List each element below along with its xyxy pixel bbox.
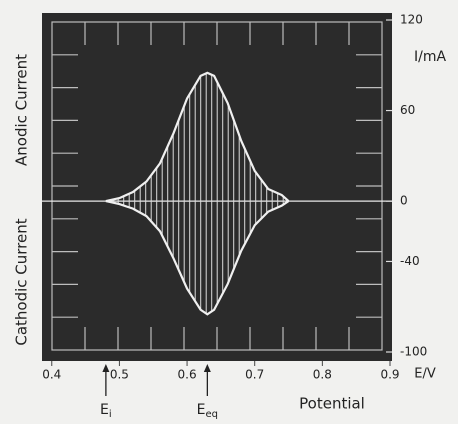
y-tick-label: 0 (400, 194, 408, 208)
curve (105, 71, 290, 203)
arrow-head (203, 364, 211, 372)
y-tick-label: 60 (400, 103, 415, 117)
graticule (51, 21, 383, 351)
hatch-fill (105, 72, 289, 315)
y-tick-label: -40 (400, 254, 420, 268)
annotation: Ei (100, 402, 112, 420)
cathodic-label: Cathodic Current (13, 218, 31, 345)
annotation-subscript: i (109, 409, 112, 420)
x-tick-label: 0.5 (110, 368, 129, 382)
y-tick-label: -100 (400, 345, 427, 359)
y-axis-label: I/mA (414, 49, 446, 65)
annotation: Eeq (197, 402, 218, 420)
y-tick-label: 120 (400, 13, 423, 27)
x-tick-label: 0.8 (313, 368, 332, 382)
x-tick-label: 0.6 (178, 368, 197, 382)
arrow-head (102, 364, 110, 372)
x-title: Potential (299, 395, 365, 413)
annotation-subscript: eq (206, 409, 219, 420)
curve (105, 200, 290, 316)
x-tick-label: 0.4 (42, 368, 61, 382)
anodic-label: Anodic Current (13, 54, 31, 166)
x-axis-label: E/V (414, 367, 436, 382)
x-tick-label: 0.7 (245, 368, 264, 382)
annotation-label: E (197, 402, 206, 418)
annotation-label: E (100, 402, 109, 418)
x-tick-label: 0.9 (380, 368, 399, 382)
